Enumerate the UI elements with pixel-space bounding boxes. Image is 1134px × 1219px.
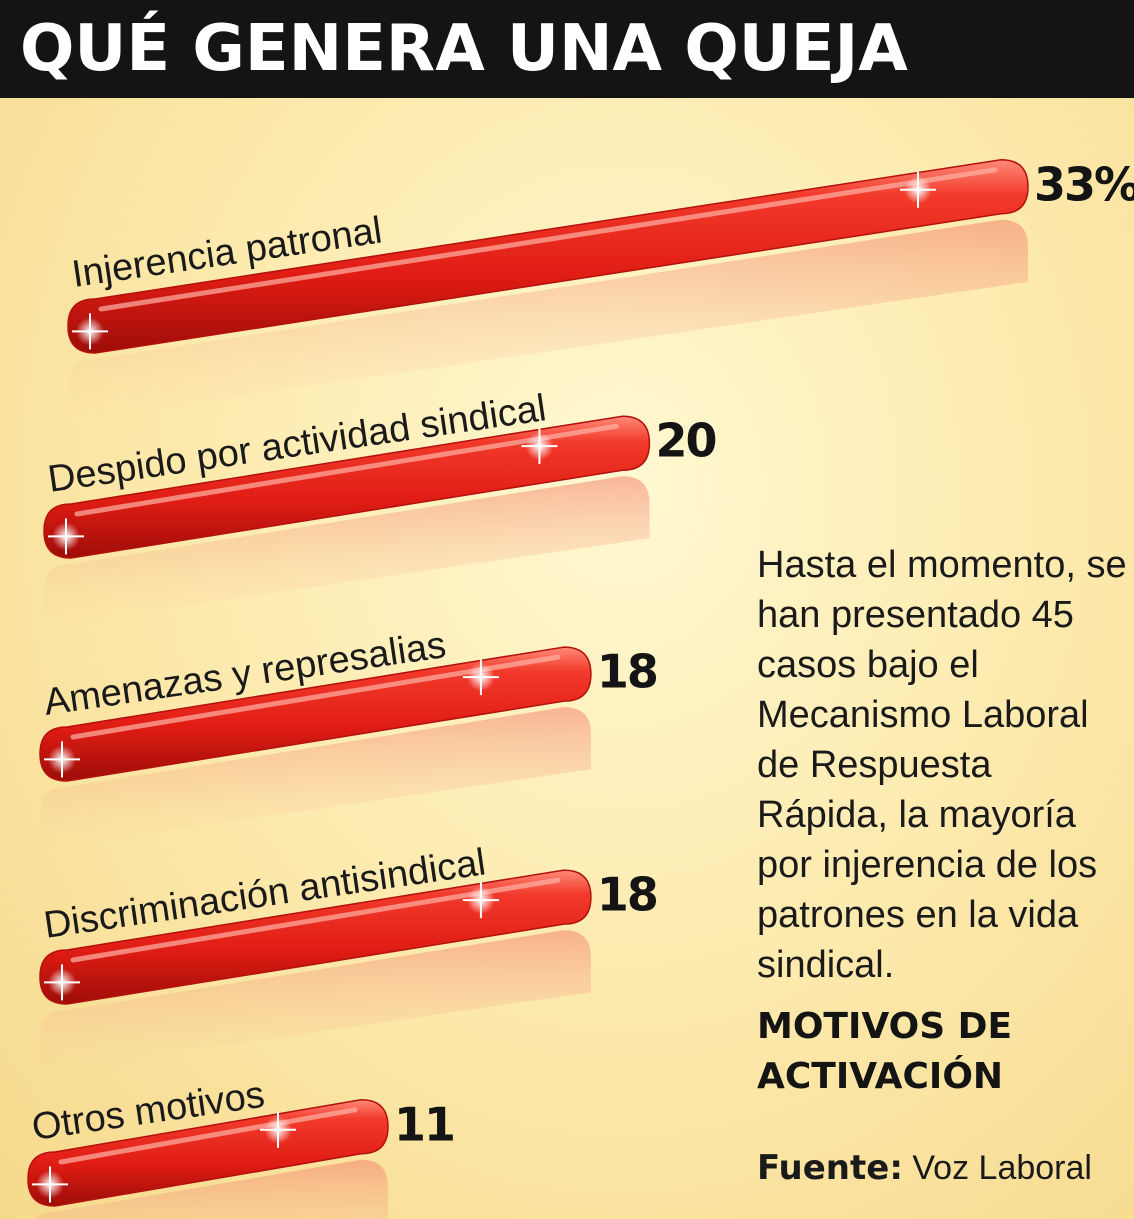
sparkle-icon (32, 1166, 68, 1203)
bar-group: Despido por actividad sindical 20 (43, 387, 717, 627)
header-bar: QUÉ GENERA UNA QUEJA (0, 0, 1134, 98)
bar (27, 1099, 389, 1207)
bar (67, 159, 1029, 354)
sparkle-icon (462, 659, 499, 696)
sparkle-icon (900, 171, 936, 208)
source-label: Fuente: (757, 1148, 903, 1188)
source-note: Fuente: Voz Laboral (757, 1148, 1092, 1188)
bar-group: Amenazas y represalias 18 (39, 624, 659, 850)
bar (39, 646, 592, 782)
bar-group: Discriminación antisindical 18 (39, 841, 659, 1073)
chart-subtitle: MOTIVOS DE ACTIVACIÓN (757, 1006, 1013, 1097)
sparkle-icon (521, 428, 558, 465)
sparkle-icon (44, 964, 80, 1001)
bar-highlight (58, 1107, 358, 1165)
description-text: Hasta el momento, se han presentado 45 c… (757, 544, 1127, 986)
bar-reflection (40, 707, 591, 850)
bar-reflection (34, 1159, 388, 1219)
sparkle-icon (72, 313, 108, 350)
bar-reflection (44, 476, 650, 627)
value-label: 18 (597, 645, 657, 699)
value-label: 20 (655, 414, 715, 468)
sparkle-icon (462, 882, 499, 919)
bar-reflection (68, 219, 1028, 422)
sparkle-icon (44, 741, 80, 778)
value-label: 33% (1034, 157, 1134, 211)
bar (39, 869, 592, 1005)
bar (43, 415, 651, 559)
bar-highlight (98, 167, 998, 312)
sparkle-icon (48, 518, 84, 555)
sparkle-icon (260, 1111, 296, 1148)
value-label: 18 (597, 868, 657, 922)
source-value: Voz Laboral (912, 1149, 1092, 1187)
bar-group: Otros motivos 11 (27, 1074, 456, 1219)
bar-reflection (40, 930, 591, 1073)
value-label: 11 (394, 1097, 454, 1151)
chart-title: QUÉ GENERA UNA QUEJA (20, 12, 908, 86)
